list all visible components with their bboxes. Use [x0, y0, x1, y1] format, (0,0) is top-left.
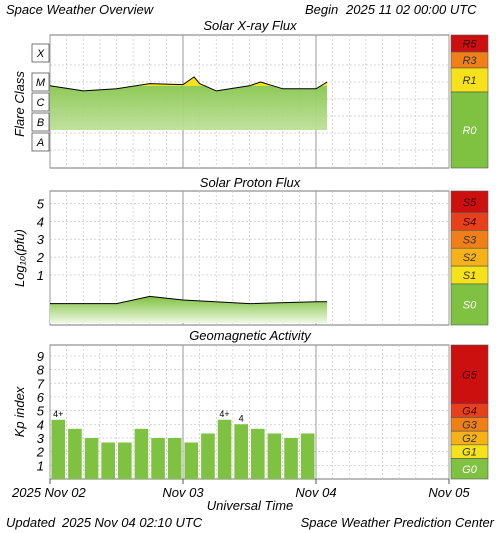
- kp-bar: [68, 428, 82, 479]
- time-tick-label: Nov 05: [428, 485, 470, 500]
- kp-bar: [234, 424, 248, 479]
- kp-bar: [167, 437, 182, 479]
- kp-bar: [201, 433, 215, 479]
- flare-class-box-m: [31, 72, 50, 92]
- kp-bar: [284, 437, 298, 479]
- scale-label-s4: S4: [463, 216, 476, 228]
- scale-label-g3: G3: [462, 419, 478, 431]
- kp-bar: [84, 437, 99, 479]
- xray-flux-area: [50, 76, 328, 168]
- kp-bar: [300, 433, 315, 479]
- geomag-title: Geomagnetic Activity: [189, 328, 312, 343]
- proton-flux-line: [50, 295, 328, 305]
- scale-label-r1: R1: [462, 75, 476, 87]
- proton-tick-5: 5: [37, 197, 45, 212]
- kp-tick-9: 9: [37, 349, 44, 364]
- kp-bar: [134, 428, 149, 479]
- proton-ylabel: Log₁₀(pfu): [12, 229, 27, 287]
- kp-tick-3: 3: [37, 431, 45, 446]
- geomag-plot-frame: [49, 344, 450, 480]
- source-label: Space Weather Prediction Center: [301, 515, 495, 530]
- proton-chart: 1 2 3 4 5 S5 S4 S3 S2 S1 S0: [36, 190, 489, 326]
- kp-bar-label: 4+: [219, 409, 229, 419]
- page-title: Space Weather Overview: [6, 2, 155, 17]
- scale-label-s1: S1: [463, 270, 476, 282]
- kp-bar: [184, 442, 199, 479]
- xaxis-label: Universal Time: [207, 498, 294, 513]
- kp-bar: [118, 442, 132, 479]
- kp-tick-4: 4: [37, 417, 44, 432]
- scale-label-g0: G0: [462, 464, 478, 476]
- kp-tick-2: 2: [36, 445, 45, 460]
- flare-class-box-a: [31, 132, 50, 152]
- time-tick-label: 2025 Nov 02: [11, 485, 86, 500]
- scale-label-g5: G5: [462, 369, 478, 381]
- xray-flux-line: [49, 76, 328, 92]
- time-tick-label: Nov 04: [295, 485, 336, 500]
- time-tick-label: Nov 03: [162, 485, 204, 500]
- geomag-ylabel: Kp index: [12, 386, 27, 437]
- kp-bar-label: 4+: [53, 409, 63, 419]
- begin-value: 2025 11 02 00:00 UTC: [345, 2, 477, 17]
- flare-class-box-c: [31, 92, 50, 112]
- kp-tick-7: 7: [37, 376, 45, 391]
- kp-bar: [251, 428, 265, 479]
- scale-label-s5: S5: [463, 197, 477, 209]
- updated-label: Updated: [6, 515, 56, 530]
- scale-level-g0: [450, 458, 489, 480]
- kp-bar-label: 4: [239, 413, 244, 423]
- scale-label-s2: S2: [463, 252, 476, 264]
- flare-class-box-b: [31, 112, 50, 132]
- flare-class-b: B: [37, 117, 44, 129]
- kp-tick-1: 1: [37, 458, 44, 473]
- kp-bar: [101, 442, 115, 479]
- proton-tick-1: 1: [37, 268, 44, 283]
- scale-label-r0: R0: [462, 125, 477, 137]
- scale-level-g5: [450, 344, 489, 405]
- updated-value: 2025 Nov 04 02:10 UTC: [61, 515, 203, 530]
- scale-label-g2: G2: [462, 433, 477, 445]
- kp-tick-8: 8: [37, 363, 45, 378]
- scale-label-r5: R5: [462, 39, 477, 51]
- flare-class-a: A: [36, 137, 44, 149]
- xray-flare-highlight: [50, 76, 328, 86]
- proton-tick-2: 2: [36, 250, 45, 265]
- proton-tick-3: 3: [37, 232, 45, 247]
- flare-class-m: M: [36, 77, 46, 89]
- kp-tick-5: 5: [37, 404, 45, 419]
- scale-label-s3: S3: [463, 234, 477, 246]
- proton-title: Solar Proton Flux: [200, 175, 301, 190]
- scale-label-g4: G4: [462, 406, 477, 418]
- begin-label: Begin: [305, 2, 338, 17]
- xray-ylabel: Flare Class: [12, 71, 27, 137]
- proton-tick-4: 4: [37, 214, 44, 229]
- flare-class-x: X: [36, 48, 45, 60]
- kp-bar: [267, 433, 282, 479]
- kp-tick-6: 6: [37, 390, 45, 405]
- scale-level-s0: [450, 283, 489, 326]
- kp-bar: [151, 437, 165, 479]
- scale-label-s0: S0: [463, 299, 477, 311]
- flare-class-c: C: [37, 97, 45, 109]
- kp-bar: [51, 419, 66, 479]
- scale-label-g1: G1: [462, 447, 477, 459]
- flare-class-box-x: [31, 43, 50, 63]
- kp-bar: [217, 419, 232, 479]
- xray-title: Solar X-ray Flux: [203, 18, 297, 33]
- scale-level-r1: [450, 67, 489, 93]
- scale-label-r3: R3: [462, 55, 477, 67]
- time-axis: 2025 Nov 02 Nov 03 Nov 04 Nov 05: [11, 479, 470, 500]
- scale-level-r0: [450, 91, 489, 169]
